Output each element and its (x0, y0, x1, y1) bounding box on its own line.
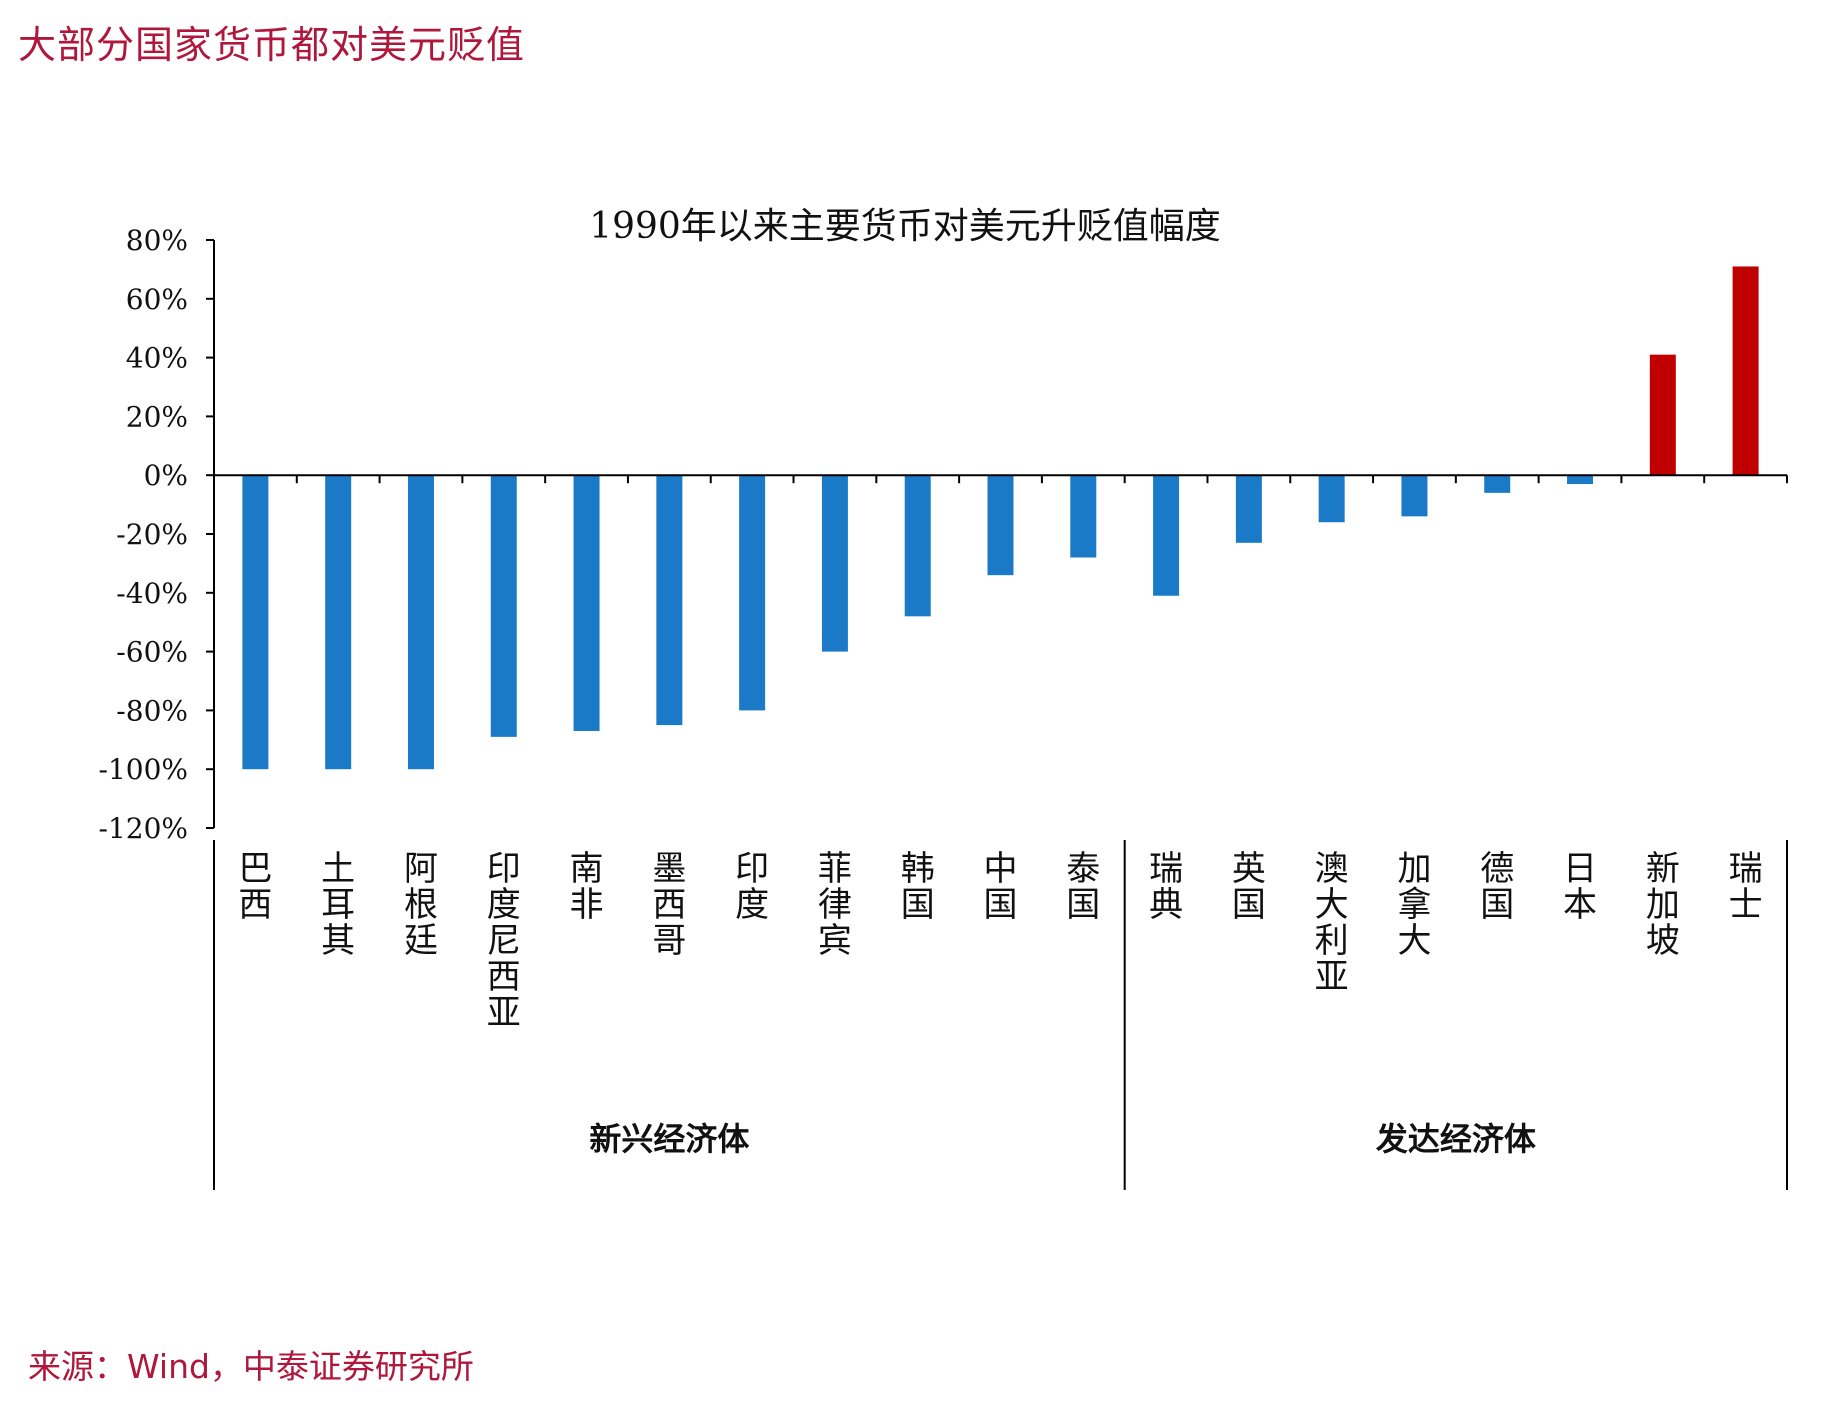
category-label: 土耳其 (321, 849, 355, 961)
category-label: 中国 (984, 849, 1018, 925)
category-label: 加拿大 (1397, 849, 1431, 961)
y-tick-label: -100% (98, 753, 188, 786)
category-label: 墨西哥 (652, 849, 686, 961)
source-note: 来源：Wind，中泰证券研究所 (28, 1347, 474, 1386)
currency-change-chart: 1990年以来主要货币对美元升贬值幅度 80% 60% 40% 20% 0% -20% -4… (98, 206, 1788, 1190)
page-heading: 大部分国家货币都对美元贬值 (18, 23, 526, 67)
category-label: 德国 (1480, 849, 1514, 925)
bar-英国 (1235, 475, 1262, 543)
bar-加拿大 (1401, 475, 1428, 517)
category-label: 印度尼西亚 (487, 849, 521, 1033)
y-tick-label: 40% (126, 342, 188, 375)
category-label: 日本 (1563, 849, 1597, 925)
group-label: 发达经济体 (1376, 1120, 1536, 1158)
bars (242, 266, 1759, 770)
x-axis (214, 474, 1788, 484)
bar-印度 (739, 475, 766, 711)
chart-title: 1990年以来主要货币对美元升贬值幅度 (589, 206, 1221, 247)
y-tick-label: -60% (116, 636, 188, 669)
category-label: 巴西 (238, 849, 272, 925)
category-label: 阿根廷 (404, 849, 438, 961)
bar-巴西 (242, 475, 269, 770)
bar-菲律宾 (821, 475, 848, 652)
bar-墨西哥 (656, 475, 683, 726)
group-area: 新兴经济体 发达经济体 (213, 840, 1788, 1190)
bar-德国 (1484, 475, 1511, 493)
y-axis: 80% 60% 40% 20% 0% -20% -40% -60% -80% -100% -120% (98, 224, 215, 845)
bar-中国 (987, 475, 1014, 576)
bar-瑞士 (1732, 266, 1759, 476)
category-label: 瑞士 (1729, 849, 1763, 925)
category-label: 韩国 (901, 849, 935, 925)
category-label: 菲律宾 (818, 849, 852, 961)
y-tick-label: -120% (98, 812, 188, 845)
y-tick-label: -40% (116, 577, 188, 610)
bar-南非 (573, 475, 600, 731)
y-tick-label: 20% (126, 400, 188, 433)
bar-新加坡 (1649, 354, 1676, 476)
bar-泰国 (1070, 475, 1097, 558)
bar-印度尼西亚 (490, 475, 517, 737)
y-tick-label: -20% (116, 518, 188, 551)
category-label: 泰国 (1066, 849, 1100, 925)
category-label: 瑞典 (1149, 849, 1183, 925)
bar-日本 (1567, 475, 1594, 485)
category-label: 英国 (1232, 849, 1266, 925)
bar-瑞典 (1153, 475, 1180, 596)
category-label: 新加坡 (1646, 849, 1680, 961)
category-label: 南非 (570, 849, 604, 925)
category-label: 印度 (735, 849, 769, 925)
bar-阿根廷 (407, 475, 434, 770)
category-label: 澳大利亚 (1315, 849, 1349, 997)
bar-韩国 (904, 475, 931, 617)
bar-土耳其 (325, 475, 352, 770)
y-tick-label: 60% (126, 283, 188, 316)
group-label: 新兴经济体 (589, 1120, 749, 1158)
y-tick-label: 0% (144, 459, 188, 492)
y-tick-label: -80% (116, 694, 188, 727)
bar-澳大利亚 (1318, 475, 1345, 523)
y-tick-label: 80% (126, 224, 188, 257)
